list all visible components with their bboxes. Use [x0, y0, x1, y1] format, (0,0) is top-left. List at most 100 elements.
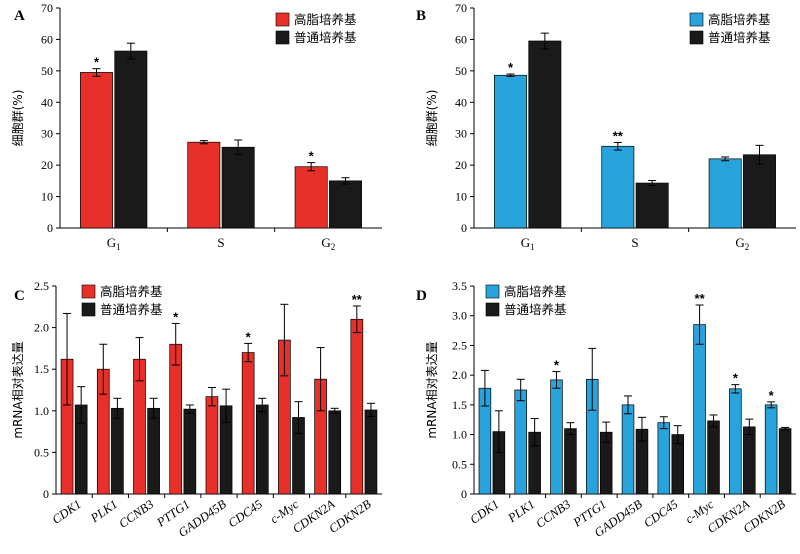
y-axis-label: 细胞群(%)	[425, 90, 439, 147]
x-tick-label: CDK1	[50, 497, 84, 527]
bar-normal-g2	[329, 180, 362, 229]
bar-high-fat-s	[187, 141, 221, 229]
x-tick-label: CDKN2B	[326, 497, 374, 536]
y-axis-label: mRNA相对表达量	[11, 341, 25, 438]
x-tick-label: CCNB3	[116, 497, 156, 531]
bar-normal-s	[635, 182, 669, 229]
significance-marker: **	[695, 291, 706, 306]
y-tick-label: 3.5	[452, 279, 467, 293]
y-axis-label: 细胞群(%)	[11, 90, 25, 147]
significance-marker: *	[733, 371, 739, 386]
bar-normal-cdkn2b	[778, 428, 792, 495]
significance-marker: *	[94, 55, 100, 70]
y-tick-label: 0	[461, 221, 467, 235]
y-tick-label: 2.5	[34, 279, 49, 293]
bar-high-fat-gadd45b	[621, 404, 635, 495]
bar-normal-s	[221, 146, 255, 229]
y-tick-label: 40	[41, 95, 53, 109]
legend-swatch	[275, 30, 290, 45]
x-tick-label: CCNB3	[533, 497, 573, 531]
bar-normal-g1	[528, 40, 562, 229]
x-tick-label: G2	[735, 235, 749, 252]
y-tick-label: 0.5	[34, 445, 49, 459]
legend-label: 高脂培养基	[294, 12, 357, 27]
significance-marker: *	[173, 309, 179, 324]
x-tick-label: G1	[521, 235, 535, 252]
x-tick-label: PLK1	[505, 497, 538, 526]
bar-high-fat-c-myc	[693, 324, 706, 495]
legend-swatch	[485, 302, 500, 317]
bar-high-fat-g2	[294, 166, 328, 229]
y-tick-label: 2.0	[452, 368, 467, 382]
significance-marker: *	[246, 329, 252, 344]
x-tick-label: G1	[107, 235, 121, 252]
y-tick-label: 2.0	[34, 321, 49, 335]
x-tick-label: CDC45	[226, 497, 265, 530]
y-tick-label: 0	[47, 221, 53, 235]
y-tick-label: 10	[455, 190, 467, 204]
bar-high-fat-cdc45	[241, 352, 255, 495]
bar-high-fat-cdc45	[657, 422, 671, 495]
panel-letter: A	[14, 8, 25, 24]
x-tick-label: PLK1	[87, 497, 120, 526]
legend-swatch	[275, 12, 290, 27]
y-tick-label: 50	[455, 64, 467, 78]
legend-label: 高脂培养基	[504, 284, 567, 299]
bar-high-fat-s	[601, 145, 635, 229]
y-tick-label: 2.5	[452, 338, 467, 352]
bar-normal-ccnb3	[147, 407, 160, 495]
legend-label: 普通培养基	[504, 302, 567, 317]
y-tick-label: 1.0	[34, 404, 49, 418]
bar-normal-g1	[114, 50, 148, 229]
legend-label: 普通培养基	[294, 30, 357, 45]
bar-high-fat-g1	[494, 74, 527, 229]
y-tick-label: 70	[41, 1, 53, 15]
chart-panel-d: D 0 0.5 1.0 1.5 2.0 2.5 3.0 3.5 mRNA相对表达量 CDK1 PLK1…	[416, 279, 796, 540]
bar-normal-pttg1	[183, 408, 197, 495]
y-tick-label: 10	[41, 190, 53, 204]
x-tick-label: CDK1	[467, 497, 501, 527]
y-tick-label: 0	[461, 487, 467, 501]
y-tick-label: 1.5	[34, 362, 49, 376]
bar-high-fat-cdkn2b	[764, 404, 778, 495]
legend-swatch	[689, 30, 704, 45]
y-tick-label: 60	[41, 32, 53, 46]
y-tick-label: 40	[455, 95, 467, 109]
bar-high-fat-g1	[80, 72, 113, 229]
legend-label: 普通培养基	[100, 302, 163, 317]
legend-label: 高脂培养基	[100, 284, 163, 299]
legend-label: 高脂培养基	[708, 12, 771, 27]
significance-marker: **	[352, 292, 363, 307]
y-axis-label: mRNA相对表达量	[425, 341, 439, 438]
panel-letter: D	[416, 288, 427, 304]
y-tick-label: 20	[41, 158, 53, 172]
legend-swatch	[81, 302, 96, 317]
legend-swatch	[485, 284, 500, 299]
bar-normal-ccnb3	[564, 428, 577, 495]
y-tick-label: 1.5	[452, 398, 467, 412]
bar-high-fat-ccnb3	[550, 379, 563, 495]
significance-marker: *	[309, 149, 315, 164]
bar-normal-plk1	[111, 407, 124, 495]
bar-normal-cdkn2b	[364, 409, 378, 495]
significance-marker: *	[554, 358, 560, 373]
bar-high-fat-gadd45b	[205, 396, 219, 495]
bar-normal-cdc45	[255, 404, 269, 495]
x-tick-label: S	[631, 235, 638, 250]
y-tick-label: 20	[455, 158, 467, 172]
y-tick-label: 30	[41, 127, 53, 141]
bar-normal-cdkn2a	[743, 426, 756, 495]
bar-high-fat-plk1	[514, 389, 527, 495]
x-tick-label: CDC45	[641, 497, 680, 530]
y-tick-label: 60	[455, 32, 467, 46]
x-tick-label: G2	[321, 235, 335, 252]
x-tick-label: S	[217, 235, 224, 250]
panel-letter: C	[14, 288, 25, 304]
